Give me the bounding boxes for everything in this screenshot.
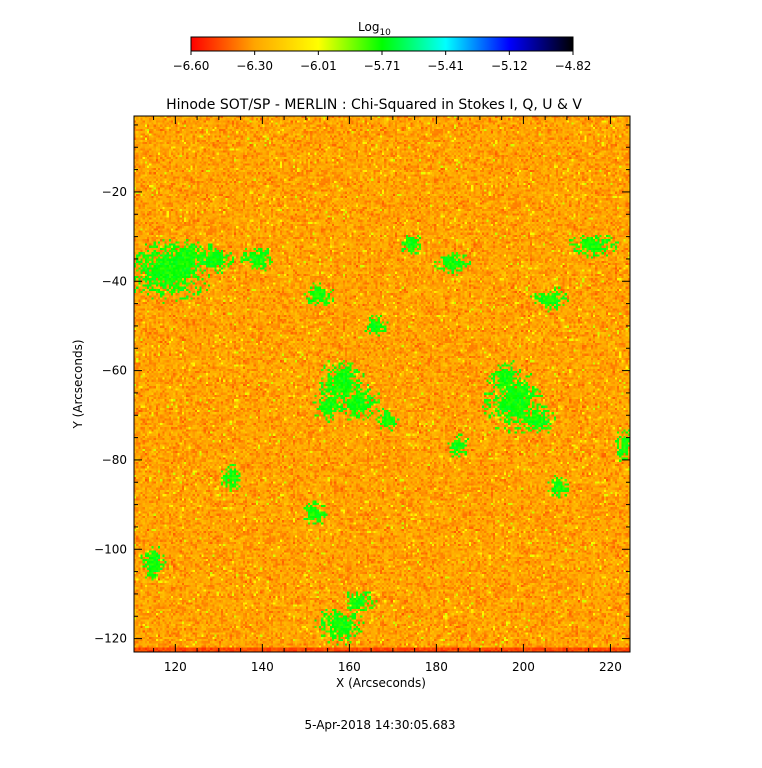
colorbar xyxy=(190,36,574,52)
x-axis-label: X (Arcseconds) xyxy=(336,676,426,690)
y-tick-label: −60 xyxy=(102,364,127,378)
footer-timestamp: 5-Apr-2018 14:30:05.683 xyxy=(305,718,456,732)
y-tick-label: −80 xyxy=(102,453,127,467)
x-tick-label: 140 xyxy=(251,660,274,674)
plot-frame xyxy=(133,115,631,653)
x-tick-label: 200 xyxy=(512,660,535,674)
y-axis-label: Y (Arcseconds) xyxy=(71,339,85,429)
colorbar-tick-label: −6.60 xyxy=(173,59,210,73)
colorbar-tick-label: −6.01 xyxy=(300,59,337,73)
y-tick-label: −120 xyxy=(94,632,127,646)
colorbar-tick-label: −5.41 xyxy=(427,59,464,73)
colorbar-label: Log10 xyxy=(358,20,391,38)
chi-squared-heatmap xyxy=(134,116,630,652)
colorbar-ticks: −6.60 −6.30 −6.01 −5.71 −5.41 −5.12 −4.82 xyxy=(173,51,592,73)
colorbar-tick-label: −5.12 xyxy=(491,59,528,73)
x-tick-label: 220 xyxy=(599,660,622,674)
y-tick-label: −40 xyxy=(102,274,127,288)
chart-title: Hinode SOT/SP - MERLIN : Chi-Squared in … xyxy=(166,97,582,113)
colorbar-tick-label: −5.71 xyxy=(364,59,401,73)
y-tick-label: −100 xyxy=(94,542,127,556)
x-tick-label: 120 xyxy=(164,660,187,674)
colorbar-tick-label: −4.82 xyxy=(555,59,592,73)
y-tick-label: −20 xyxy=(102,185,127,199)
axis-ticks: 120 140 160 180 200 220 −20 −40 −60 −80 −100 −120 xyxy=(94,116,630,674)
colorbar-tick-label: −6.30 xyxy=(236,59,273,73)
x-tick-label: 180 xyxy=(425,660,448,674)
x-tick-label: 160 xyxy=(338,660,361,674)
